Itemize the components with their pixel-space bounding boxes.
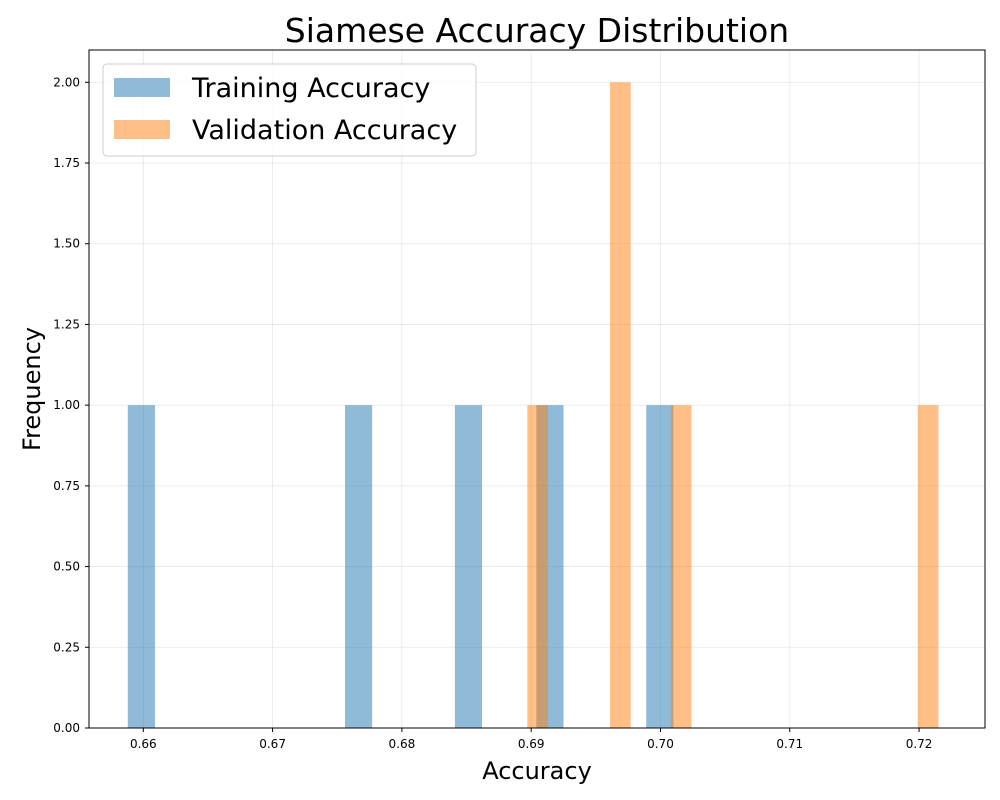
legend-swatch-training <box>114 78 170 97</box>
grid-lines <box>89 50 985 729</box>
y-axis-ticks: 0.00 0.25 0.50 0.75 1.00 1.25 1.50 1.75 2.00 <box>53 75 89 735</box>
x-tick-label: 0.72 <box>906 737 933 751</box>
validation-bar <box>670 405 692 728</box>
training-bar <box>454 405 483 728</box>
x-tick-label: 0.67 <box>259 737 286 751</box>
y-tick-label: 1.50 <box>53 237 80 251</box>
y-tick-label: 1.25 <box>53 317 80 331</box>
validation-bar <box>527 405 548 728</box>
x-axis-ticks: 0.66 0.67 0.68 0.69 0.70 0.71 0.72 <box>130 728 932 751</box>
training-bar <box>127 405 155 728</box>
x-tick-label: 0.70 <box>647 737 674 751</box>
training-bar <box>345 405 373 728</box>
legend-label-validation: Validation Accuracy <box>192 115 457 146</box>
bars-group <box>127 82 939 729</box>
y-tick-label: 0.00 <box>53 721 80 735</box>
x-tick-label: 0.68 <box>389 737 416 751</box>
x-tick-label: 0.66 <box>130 737 157 751</box>
legend-box <box>102 63 477 157</box>
validation-bar <box>917 405 939 728</box>
training-bar <box>646 405 674 728</box>
y-tick-label: 2.00 <box>53 75 80 89</box>
x-tick-label: 0.71 <box>776 737 803 751</box>
legend-swatch-validation <box>114 120 170 139</box>
plot-frame <box>88 49 986 729</box>
validation-bar <box>610 82 631 729</box>
y-tick-label: 1.75 <box>53 156 80 170</box>
y-tick-label: 0.75 <box>53 479 80 493</box>
y-axis-title: Frequency <box>18 327 46 451</box>
x-axis-title: Accuracy <box>482 757 592 785</box>
y-tick-label: 0.50 <box>53 560 80 574</box>
y-tick-label: 1.00 <box>53 398 80 412</box>
legend: Training Accuracy Validation Accuracy <box>102 63 477 157</box>
legend-label-training: Training Accuracy <box>191 73 430 104</box>
chart-title: Siamese Accuracy Distribution <box>285 11 789 50</box>
x-tick-label: 0.69 <box>518 737 545 751</box>
y-tick-label: 0.25 <box>53 640 80 654</box>
